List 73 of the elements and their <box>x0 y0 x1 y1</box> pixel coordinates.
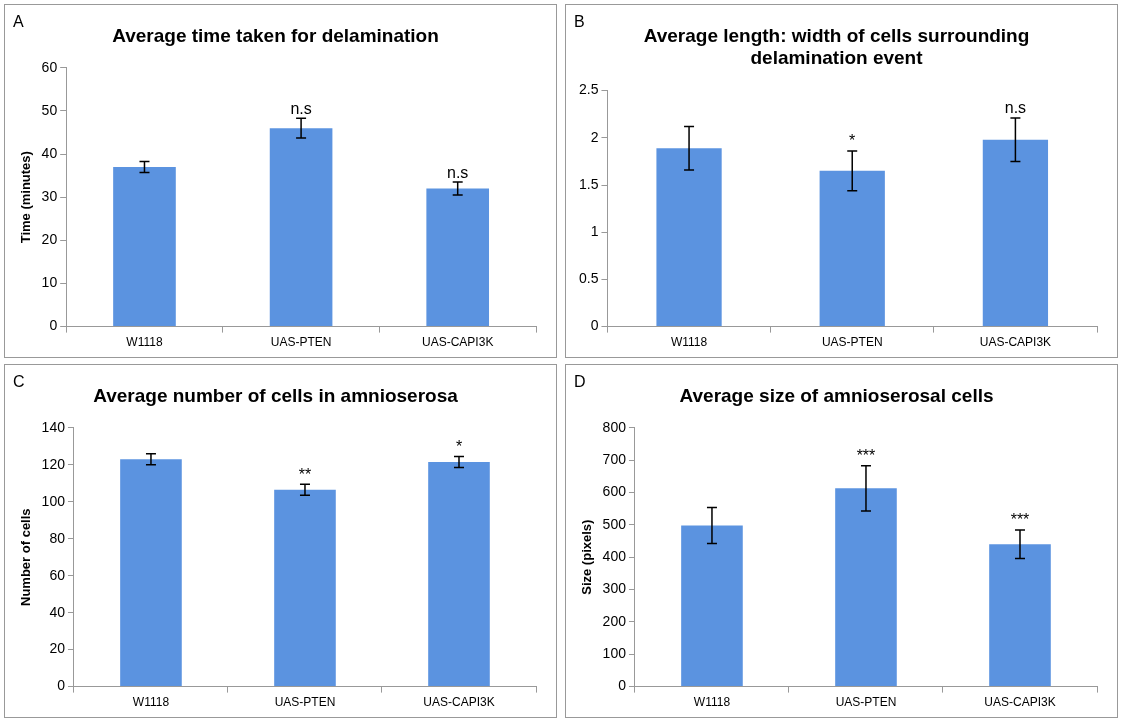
y-axis-title: Size (pixels) <box>579 519 595 595</box>
y-tick-label: 800 <box>602 418 627 435</box>
bar <box>835 488 897 687</box>
bar <box>989 544 1051 687</box>
y-tick-label: 500 <box>602 515 627 532</box>
y-tick-label: 400 <box>602 548 627 565</box>
x-tick-label: UAS-PTEN <box>270 335 332 350</box>
annotation: n.s <box>1004 99 1027 117</box>
text: B <box>574 13 585 31</box>
chart-title: Average size of amnioserosal cells <box>679 384 994 406</box>
annotation: n.s <box>447 163 469 181</box>
x-tick-label: UAS-CAPI3K <box>979 335 1052 350</box>
annotation: n.s <box>290 99 312 117</box>
y-tick-label: 20 <box>49 640 66 657</box>
x-tick-label: W1118 <box>126 335 163 350</box>
y-tick-label: 0 <box>57 677 66 694</box>
chart-title: Average time taken for delamination <box>112 24 439 46</box>
x-tick-label: UAS-PTEN <box>835 695 897 710</box>
y-tick-label: 120 <box>41 455 66 472</box>
text: A <box>13 13 24 31</box>
bar <box>819 170 885 327</box>
y-axis-title: Number of cells <box>18 508 34 606</box>
y-tick-label: 20 <box>41 231 58 248</box>
y-tick-label: 10 <box>41 274 58 291</box>
x-tick-label: W1118 <box>670 335 708 350</box>
y-tick-label: 60 <box>41 58 58 75</box>
x-tick-label: UAS-CAPI3K <box>422 335 494 350</box>
y-tick-label: 2 <box>590 128 599 145</box>
y-tick-label: 40 <box>41 144 58 161</box>
bar <box>982 139 1049 327</box>
bar <box>269 128 333 327</box>
y-tick-label: 100 <box>602 645 627 662</box>
x-tick-label: UAS-PTEN <box>821 335 883 350</box>
bar <box>113 167 176 327</box>
chart-title: Average number of cells in amnioserosa <box>93 384 459 406</box>
bar <box>120 459 182 687</box>
y-tick-label: 1.5 <box>578 175 599 192</box>
bar <box>274 489 336 687</box>
x-tick-label: W1118 <box>132 695 170 710</box>
bar <box>681 525 743 687</box>
bar <box>426 188 490 327</box>
y-tick-label: 30 <box>41 188 58 205</box>
y-axis-title: Time (minutes) <box>18 151 34 244</box>
y-tick-label: 300 <box>602 580 627 597</box>
chart-title: Average length: width of cells surrounding delamination event <box>643 24 1030 69</box>
y-tick-label: 0 <box>590 317 599 334</box>
annotation: * <box>455 437 463 455</box>
y-tick-label: 2.5 <box>578 81 599 98</box>
annotation: *** <box>856 447 876 465</box>
annotation: * <box>849 132 856 150</box>
y-tick-label: 140 <box>41 418 66 435</box>
y-tick-label: 60 <box>49 566 66 583</box>
text: C <box>13 373 25 391</box>
y-tick-label: 1 <box>590 223 599 240</box>
bar <box>428 462 490 687</box>
y-tick-label: 40 <box>49 603 66 620</box>
x-tick-label: UAS-CAPI3K <box>984 695 1056 710</box>
y-tick-label: 200 <box>602 612 627 629</box>
y-tick-label: 700 <box>602 451 627 468</box>
y-tick-label: 600 <box>602 483 627 500</box>
annotation: ** <box>298 465 312 483</box>
y-tick-label: 0.5 <box>578 270 599 287</box>
y-tick-label: 0 <box>618 677 627 694</box>
x-tick-label: W1118 <box>693 695 731 710</box>
y-tick-label: 0 <box>49 317 58 334</box>
y-tick-label: 80 <box>49 529 66 546</box>
y-tick-label: 100 <box>41 492 66 509</box>
annotation: *** <box>1010 511 1030 529</box>
y-tick-label: 50 <box>41 101 58 118</box>
bar <box>656 148 722 327</box>
x-tick-label: UAS-PTEN <box>274 695 336 710</box>
text: D <box>574 373 586 391</box>
x-tick-label: UAS-CAPI3K <box>423 695 495 710</box>
